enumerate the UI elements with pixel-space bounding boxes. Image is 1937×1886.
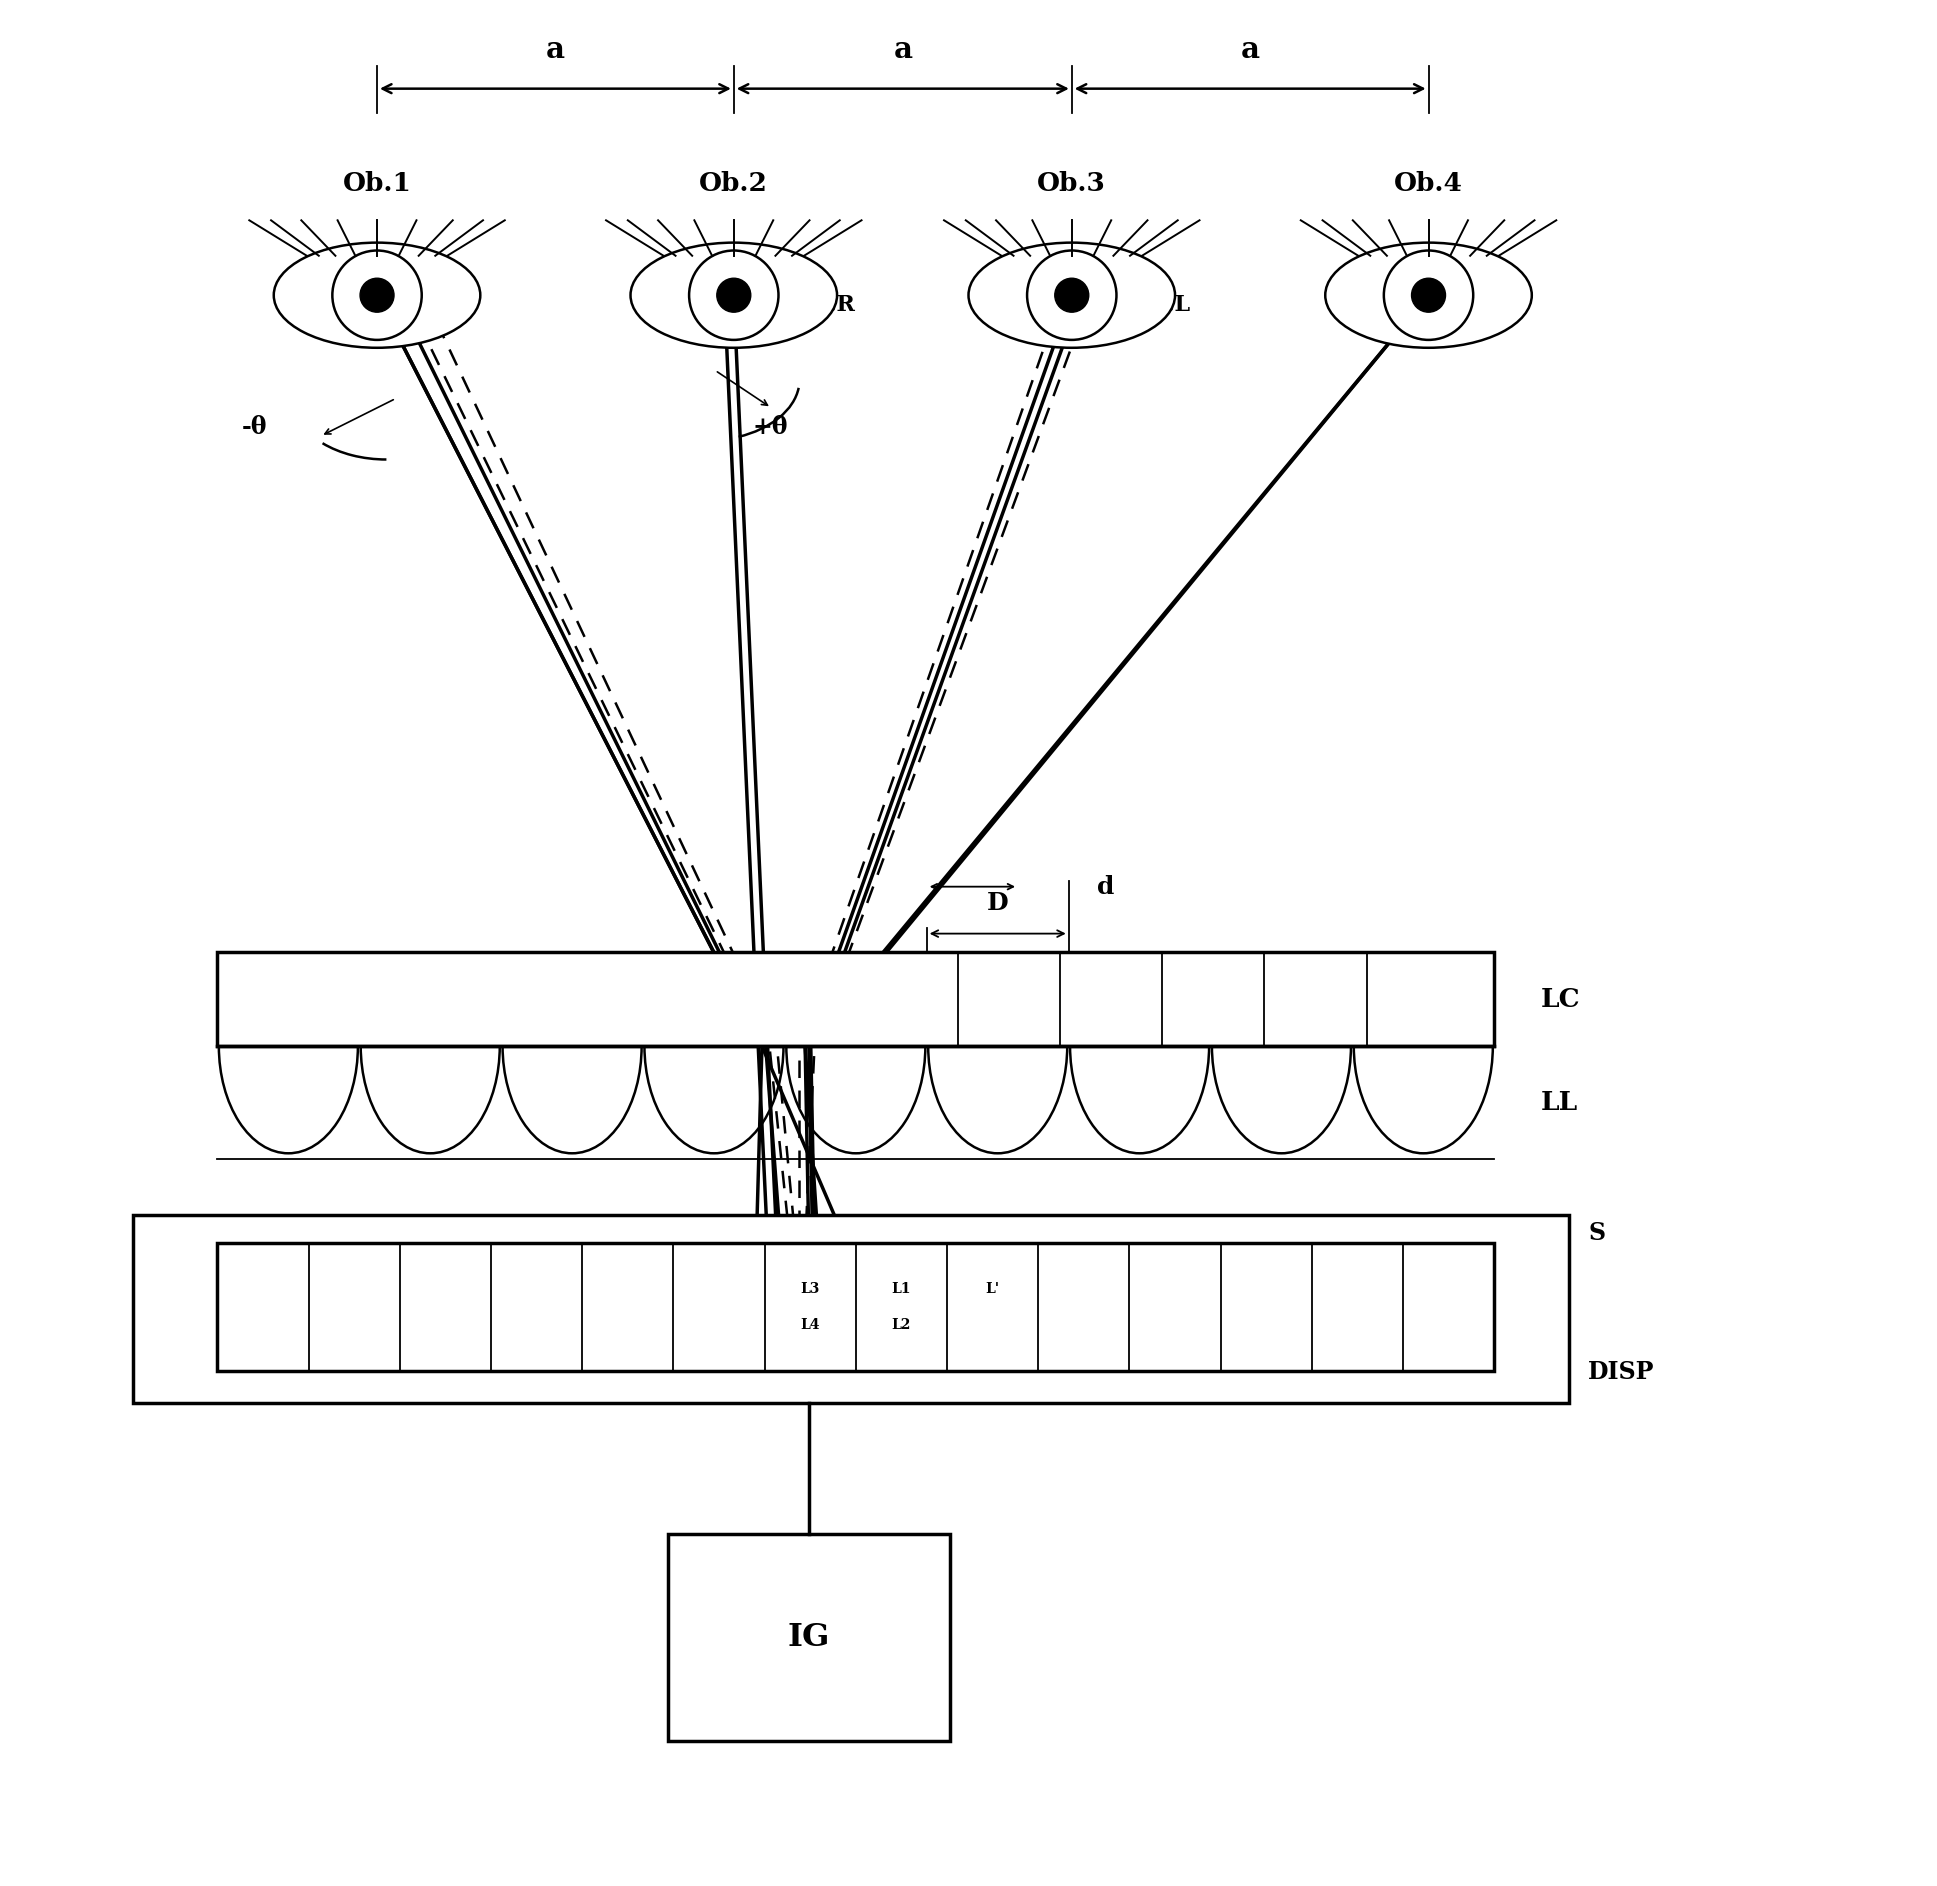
Text: Ob.3: Ob.3 <box>1038 172 1106 196</box>
Text: +θ: +θ <box>753 415 788 439</box>
Text: L3: L3 <box>800 1282 819 1296</box>
Text: L1: L1 <box>891 1282 910 1296</box>
Circle shape <box>1383 251 1474 339</box>
Ellipse shape <box>273 243 480 347</box>
Text: Ob.1: Ob.1 <box>343 172 411 196</box>
Text: Ob.L: Ob.L <box>1131 294 1189 315</box>
Text: L': L' <box>986 1282 999 1296</box>
Text: a: a <box>893 36 912 64</box>
Ellipse shape <box>631 243 837 347</box>
Circle shape <box>690 251 779 339</box>
Circle shape <box>360 279 393 313</box>
Text: L2: L2 <box>891 1318 910 1332</box>
Circle shape <box>333 251 422 339</box>
Text: L4: L4 <box>800 1318 819 1332</box>
Circle shape <box>1412 279 1445 313</box>
Text: -θ: -θ <box>242 415 267 439</box>
Text: LC: LC <box>1542 986 1581 1011</box>
Circle shape <box>717 279 752 313</box>
Bar <box>134 1215 1569 1403</box>
Circle shape <box>1056 279 1089 313</box>
Bar <box>217 1243 1493 1371</box>
Circle shape <box>1027 251 1116 339</box>
Text: LL: LL <box>1542 1090 1579 1115</box>
Text: Ob.2: Ob.2 <box>699 172 769 196</box>
Ellipse shape <box>1325 243 1532 347</box>
Bar <box>668 1535 949 1741</box>
Text: Ob.4: Ob.4 <box>1395 172 1462 196</box>
Text: DISP: DISP <box>1588 1360 1654 1384</box>
Text: Ob.R: Ob.R <box>794 294 854 315</box>
Text: IG: IG <box>788 1622 831 1654</box>
Ellipse shape <box>968 243 1176 347</box>
Bar <box>217 952 1493 1047</box>
Text: S: S <box>1588 1220 1606 1245</box>
Text: d: d <box>1096 875 1114 898</box>
Text: a: a <box>1242 36 1259 64</box>
Text: a: a <box>546 36 566 64</box>
Text: D: D <box>986 890 1009 915</box>
